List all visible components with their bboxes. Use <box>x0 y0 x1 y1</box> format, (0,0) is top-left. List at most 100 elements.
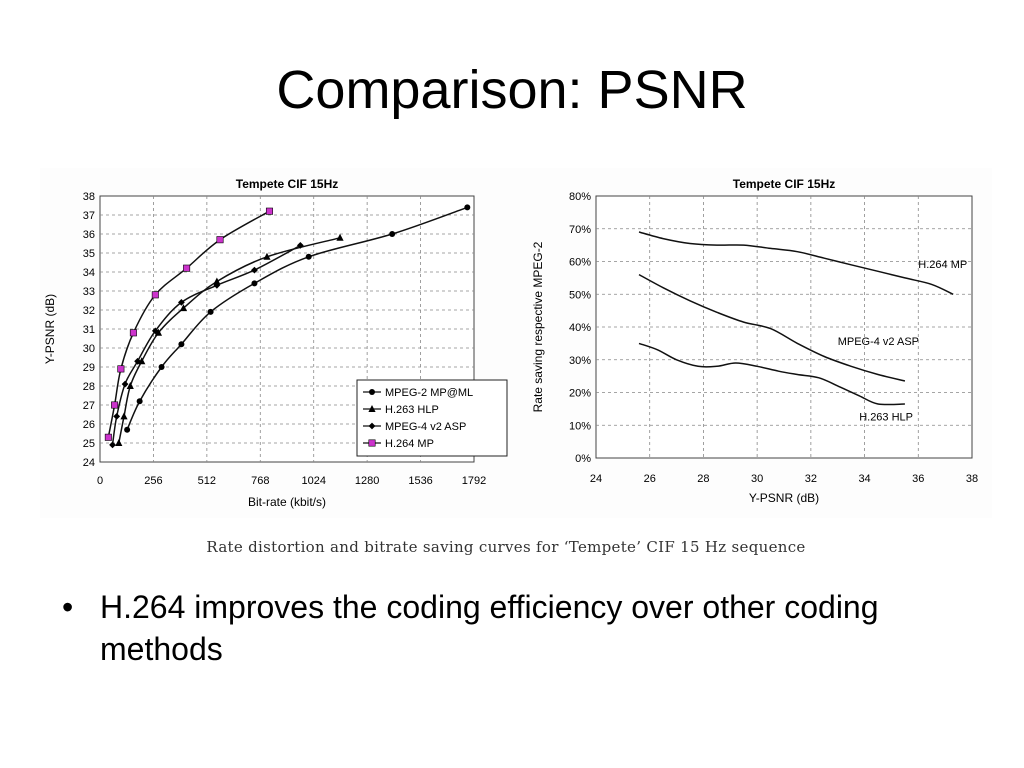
series-mpeg-2-mp-ml-point <box>158 364 165 370</box>
x-tick-label: 34 <box>858 473 870 485</box>
x-tick-label: 38 <box>966 473 978 485</box>
y-tick-label: 40% <box>569 322 591 334</box>
y-tick-label: 33 <box>83 286 95 298</box>
series-mpeg-4-v2-asp-point <box>251 266 258 274</box>
figure-caption: Rate distortion and bitrate saving curve… <box>206 538 806 556</box>
series-mpeg-2-mp-ml-point <box>207 308 214 315</box>
bullet-item: • H.264 improves the coding efficiency o… <box>62 586 982 670</box>
series-h-264-mp-point <box>183 264 191 272</box>
series-mpeg-4-v2-asp-point <box>151 327 159 335</box>
series-h-264-mp-point <box>117 365 125 373</box>
legend-mpeg-4-v2-asp-label: MPEG-4 v2 ASP <box>385 421 466 433</box>
x-tick-label: 1792 <box>462 475 486 487</box>
legend-mpeg-2-mp-ml-point <box>369 389 375 395</box>
series-h-263-hlp-point <box>154 328 163 336</box>
series-mpeg-4-v2-asp-line <box>638 273 906 382</box>
legend-mpeg-4-v2-asp-point <box>368 422 376 430</box>
x-tick-label: 0 <box>97 475 103 487</box>
psnr-bitrate-chart: 0 256 512 768 1024 1280 1536 1792 24 25 26 27 28 29 30… <box>43 177 508 509</box>
legend-h-264-mp-label: H.264 MP <box>385 438 434 450</box>
y-tick-label: 60% <box>569 257 591 269</box>
series-h-263-hlp-point <box>213 277 221 285</box>
y-tick-label: 29 <box>83 362 95 374</box>
x-tick-label: 1536 <box>408 475 432 487</box>
series-h-263-hlp-point <box>115 439 123 446</box>
series-mpeg-4-v2-asp-point <box>296 242 304 249</box>
x-tick-label: 24 <box>590 473 602 485</box>
bullet-marker: • <box>62 589 74 625</box>
x-tick-label: 30 <box>751 473 763 485</box>
x-tick-label: 512 <box>198 475 216 487</box>
y-tick-label: 26 <box>83 419 95 431</box>
series-h-264-mp-point <box>151 291 159 299</box>
series-mpeg-4-v2-asp-point <box>213 281 221 289</box>
legend-h-263-hlp-label: H.263 HLP <box>385 404 439 416</box>
series-h-263-hlp-point <box>336 233 344 241</box>
x-tick-label: 28 <box>697 473 709 485</box>
y-tick-label: 35 <box>83 248 95 260</box>
y-tick-label: 80% <box>569 191 591 203</box>
x-tick-label: 26 <box>644 473 656 485</box>
series-mpeg-2-mp-ml-point <box>389 231 396 237</box>
series-h-263-hlp-point <box>263 252 271 260</box>
series-h-263-hlp-point <box>120 412 128 420</box>
x-tick-label: 1024 <box>301 475 325 487</box>
series-label-mpeg-4-v2-asp: MPEG-4 v2 ASP <box>838 336 919 348</box>
y-tick-label: 38 <box>83 191 95 203</box>
series-h-263-hlp-point <box>179 304 188 312</box>
legend-h-264-mp-point <box>368 439 376 447</box>
series-mpeg-2-mp-ml-point <box>464 204 471 211</box>
figure-panel: 0 256 512 768 1024 1280 1536 1792 24 25 26 27 28 29 30… <box>40 168 992 518</box>
series-h-264-mp-point <box>265 207 273 215</box>
series-h-264-mp-point <box>104 433 112 441</box>
y-axis-label: Y-PSNR (dB) <box>43 294 57 364</box>
y-tick-label: 27 <box>83 400 95 412</box>
bullet-list: • H.264 improves the coding efficiency o… <box>62 586 982 670</box>
rate-saving-chart: 24 26 28 30 32 34 36 38 0% 10% 20% 30% 40% 50% 60% 70% 8… <box>531 177 978 505</box>
y-tick-label: 32 <box>83 305 95 317</box>
y-tick-label: 25 <box>83 438 95 450</box>
x-axis-label: Y-PSNR (dB) <box>749 491 819 505</box>
y-tick-label: 31 <box>83 324 95 336</box>
x-tick-label: 1280 <box>355 475 379 487</box>
series-mpeg-2-mp-ml-point <box>251 280 258 287</box>
y-tick-label: 37 <box>83 210 95 222</box>
series-label-h-263-hlp: H.263 HLP <box>859 411 913 423</box>
series-h-264-mp-point <box>216 236 224 244</box>
chart-title: Tempete CIF 15Hz <box>236 177 338 191</box>
y-tick-label: 28 <box>83 381 95 393</box>
y-tick-label: 70% <box>569 224 591 236</box>
series-mpeg-4-v2-asp-point <box>113 413 121 420</box>
series-h-264-mp-point <box>129 329 137 337</box>
series-h-263-hlp-point <box>126 382 134 389</box>
x-tick-label: 768 <box>251 475 269 487</box>
y-tick-label: 34 <box>83 267 95 279</box>
y-axis-label: Rate saving respective MPEG-2 <box>531 241 545 412</box>
series-mpeg-4-v2-asp-point <box>177 299 185 306</box>
series-mpeg-2-mp-ml-point <box>136 398 143 405</box>
x-tick-label: 36 <box>912 473 924 485</box>
slide-title: Comparison: PSNR <box>276 60 748 120</box>
x-axis-label: Bit-rate (kbit/s) <box>248 495 326 509</box>
y-tick-label: 10% <box>569 420 591 432</box>
y-tick-label: 24 <box>83 457 95 469</box>
x-tick-label: 32 <box>805 473 817 485</box>
y-tick-label: 0% <box>575 453 591 465</box>
x-tick-label: 256 <box>144 475 162 487</box>
series-mpeg-4-v2-asp-point <box>134 357 141 365</box>
y-tick-label: 50% <box>569 289 591 301</box>
legend-mpeg-2-mp-ml-label: MPEG-2 MP@ML <box>385 387 473 399</box>
y-tick-label: 20% <box>569 388 591 400</box>
series-mpeg-4-v2-asp-point <box>109 441 116 449</box>
series-h-263-hlp-line <box>638 342 905 406</box>
y-tick-label: 36 <box>83 229 95 241</box>
series-h-264-mp-point <box>111 401 119 409</box>
series-mpeg-2-mp-ml-point <box>178 341 185 348</box>
series-mpeg-2-mp-ml-point <box>305 253 312 260</box>
series-mpeg-2-mp-ml-point <box>124 426 131 433</box>
y-tick-label: 30% <box>569 355 591 367</box>
series-h-263-hlp-point <box>138 357 146 365</box>
bullet-text: H.264 improves the coding efficiency ove… <box>100 589 879 667</box>
y-tick-label: 30 <box>83 343 95 355</box>
series-mpeg-2-mp-ml-line <box>126 206 468 431</box>
